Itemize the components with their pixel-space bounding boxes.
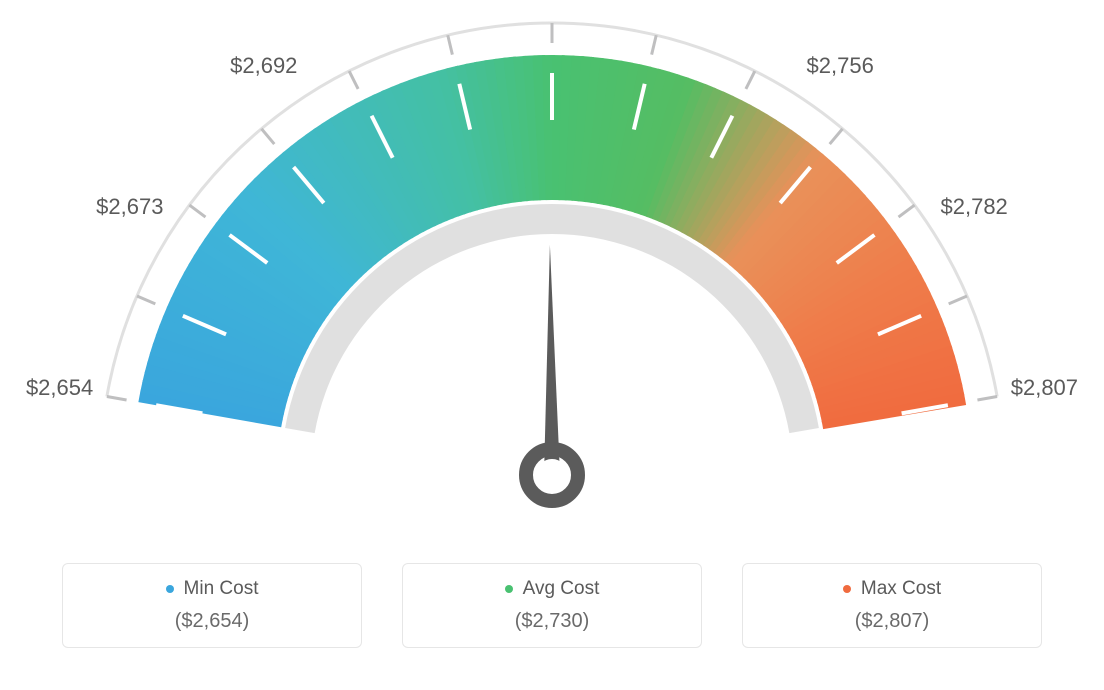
gauge-tick-label: $2,673 (96, 194, 163, 220)
legend-label: Max Cost (861, 578, 941, 600)
legend-title-max: Max Cost (843, 578, 941, 600)
gauge-tick-label: $2,807 (1011, 375, 1078, 401)
gauge-needle (544, 245, 560, 475)
gauge-tick-label: $2,756 (807, 53, 874, 79)
legend-label: Avg Cost (523, 578, 600, 600)
gauge-needle-hub-inner (536, 459, 568, 491)
legend-card-max: Max Cost ($2,807) (742, 563, 1042, 648)
legend-card-avg: Avg Cost ($2,730) (402, 563, 702, 648)
dot-icon (166, 585, 174, 593)
gauge-tick-label: $2,692 (230, 53, 297, 79)
legend-value-avg: ($2,730) (413, 610, 691, 633)
gauge-tick-label: $2,782 (941, 194, 1008, 220)
dot-icon (843, 585, 851, 593)
legend-row: Min Cost ($2,654) Avg Cost ($2,730) Max … (0, 550, 1104, 690)
chart-container: $2,654$2,673$2,692$2,730$2,756$2,782$2,8… (0, 0, 1104, 690)
legend-card-min: Min Cost ($2,654) (62, 563, 362, 648)
gauge-svg (0, 0, 1104, 520)
legend-title-avg: Avg Cost (505, 578, 600, 600)
dot-icon (505, 585, 513, 593)
gauge-tick-label: $2,654 (26, 375, 93, 401)
legend-label: Min Cost (184, 578, 259, 600)
legend-title-min: Min Cost (166, 578, 259, 600)
legend-value-max: ($2,807) (753, 610, 1031, 633)
gauge: $2,654$2,673$2,692$2,730$2,756$2,782$2,8… (0, 0, 1104, 520)
legend-value-min: ($2,654) (73, 610, 351, 633)
